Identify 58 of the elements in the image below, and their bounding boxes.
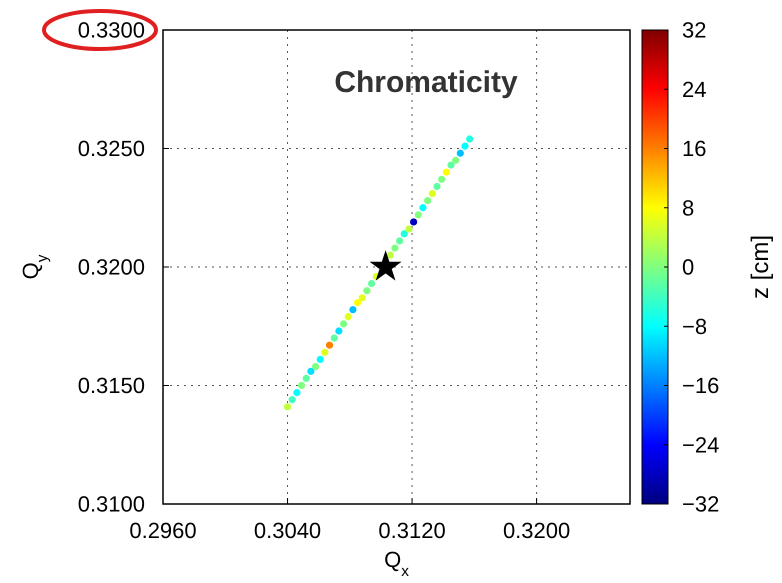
x-tick-label: 0.3200 xyxy=(502,518,570,543)
point xyxy=(386,252,394,259)
color-bar-label: 24 xyxy=(682,76,706,102)
point xyxy=(428,190,436,198)
point xyxy=(298,382,306,390)
text: Chromaticity xyxy=(334,66,518,99)
y-tick-label: 0.3300 xyxy=(78,18,145,43)
color-bar-label: −24 xyxy=(682,432,720,458)
point xyxy=(461,142,469,150)
point xyxy=(288,396,296,404)
point xyxy=(307,368,314,375)
point xyxy=(391,244,399,252)
point xyxy=(456,150,464,157)
x-tick-label: 0.3120 xyxy=(378,518,446,543)
point xyxy=(349,306,357,314)
color-bar-label: −32 xyxy=(682,492,720,517)
y-tick-label: 0.3250 xyxy=(78,136,145,162)
point xyxy=(293,389,300,396)
color-bar-label: −8 xyxy=(682,314,708,339)
point xyxy=(442,168,450,176)
point xyxy=(447,162,455,169)
point xyxy=(396,237,404,245)
point xyxy=(335,327,342,335)
point xyxy=(321,348,328,356)
point xyxy=(414,211,422,218)
x-axis-title: Q$_{x}$ xyxy=(384,547,410,580)
point xyxy=(316,356,324,364)
color-bar-label: 0 xyxy=(682,254,694,280)
color-bar-title: z [cm] xyxy=(747,235,774,299)
point xyxy=(368,280,376,288)
y-tick-label: 0.3200 xyxy=(78,254,145,280)
point xyxy=(452,156,460,164)
point xyxy=(358,294,366,302)
color-bar-label: 8 xyxy=(682,195,694,220)
point xyxy=(400,230,408,238)
point xyxy=(302,374,310,382)
point xyxy=(284,403,292,410)
point xyxy=(340,320,348,328)
point xyxy=(344,313,352,320)
color-bar-label: −16 xyxy=(682,373,720,398)
x-tick-label: 0.2960 xyxy=(129,518,197,543)
point xyxy=(326,342,334,349)
point xyxy=(330,334,338,342)
point xyxy=(424,197,432,204)
point xyxy=(438,176,446,183)
point xyxy=(363,287,371,294)
point xyxy=(433,182,441,190)
point xyxy=(410,218,418,226)
point xyxy=(419,204,427,212)
point xyxy=(466,135,474,143)
color-bar-label: 16 xyxy=(682,136,706,162)
x-tick-label: 0.3040 xyxy=(254,518,322,543)
point xyxy=(312,362,320,370)
y-tick-label: 0.3150 xyxy=(78,373,145,398)
point xyxy=(354,298,362,306)
point xyxy=(405,225,413,233)
color-bar-label: 32 xyxy=(682,18,706,43)
y-tick-label: 0.3100 xyxy=(78,492,145,517)
